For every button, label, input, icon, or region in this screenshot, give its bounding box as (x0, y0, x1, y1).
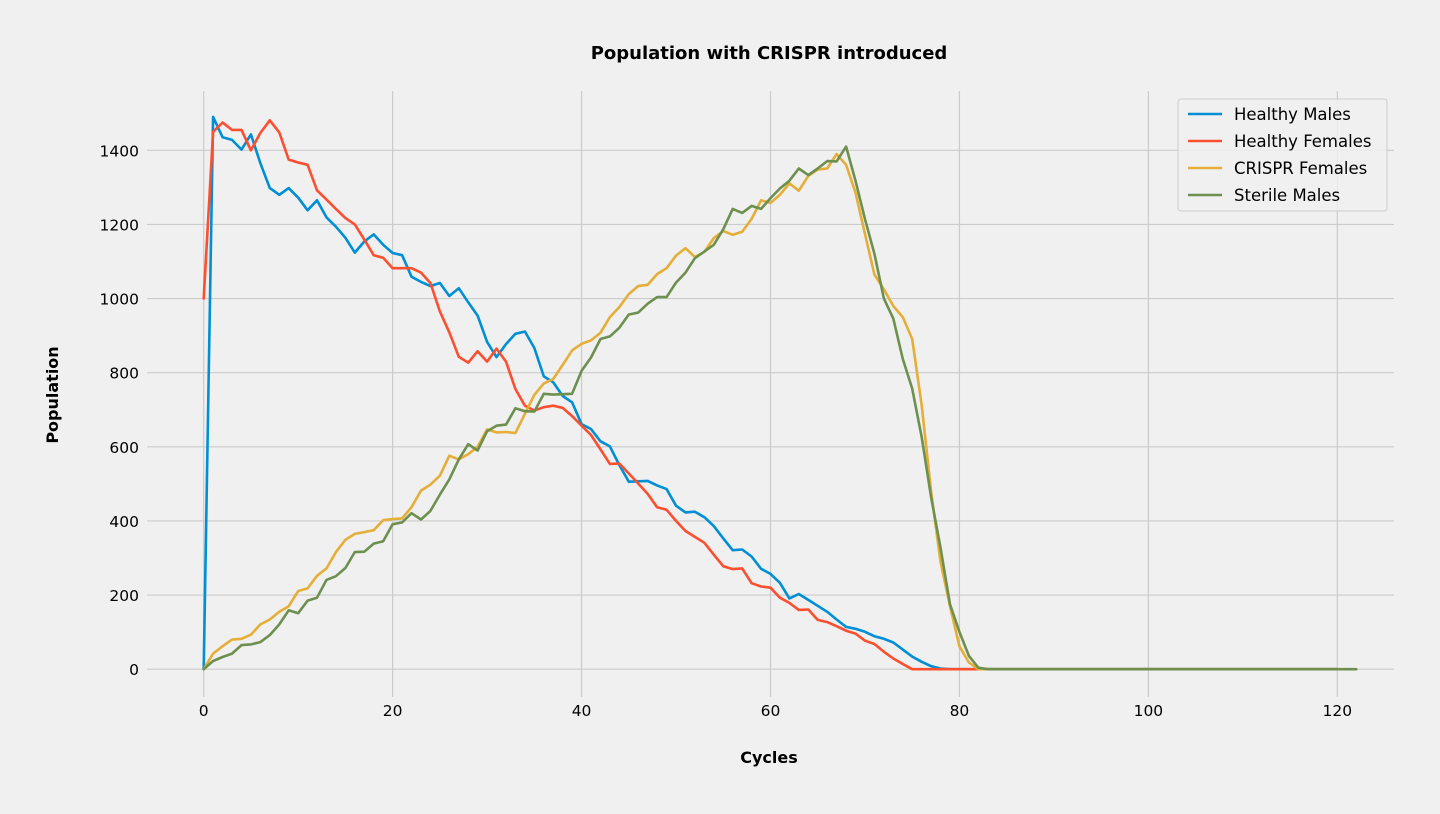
y-tick-label: 400 (109, 513, 139, 531)
legend-label: Healthy Males (1234, 105, 1351, 124)
y-tick-label: 1200 (100, 216, 139, 234)
y-tick-label: 1000 (100, 291, 139, 309)
y-axis-label: Population (43, 346, 62, 443)
x-tick-label: 120 (1323, 702, 1353, 720)
y-tick-label: 600 (109, 439, 139, 457)
legend-label: Healthy Females (1234, 132, 1371, 151)
x-tick-label: 40 (572, 702, 592, 720)
y-tick-label: 1400 (100, 142, 139, 160)
series-lines (202, 115, 1358, 671)
x-tick-label: 0 (199, 702, 209, 720)
x-axis-label: Cycles (740, 748, 798, 767)
chart-title: Population with CRISPR introduced (591, 43, 948, 64)
legend: Healthy Males Healthy Females CRISPR Femal… (1177, 98, 1388, 212)
y-tick-label: 800 (109, 365, 139, 383)
legend-label: CRISPR Females (1234, 159, 1367, 178)
x-tick-label: 60 (761, 702, 781, 720)
x-tick-label: 80 (950, 702, 970, 720)
x-tick-label: 100 (1134, 702, 1164, 720)
gridlines (147, 91, 1394, 697)
series-line-sterile-males (202, 145, 1358, 671)
legend-label: Sterile Males (1234, 186, 1340, 205)
x-tick-label: 20 (383, 702, 403, 720)
y-tick-label: 200 (109, 587, 139, 605)
legend-box (1177, 98, 1388, 212)
y-tick-label: 0 (129, 661, 139, 679)
